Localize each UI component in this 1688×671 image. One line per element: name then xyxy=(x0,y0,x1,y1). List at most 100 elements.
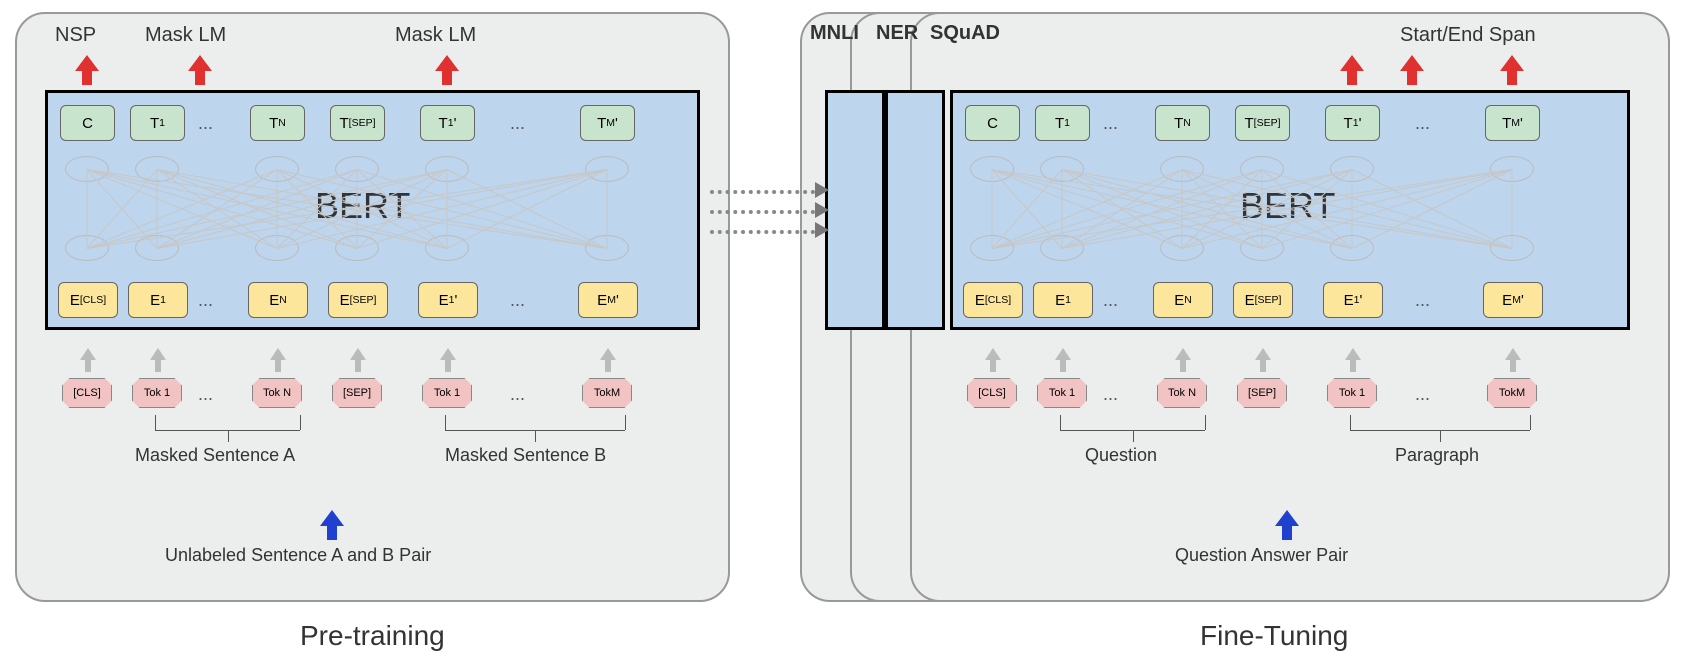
output-token: T[SEP] xyxy=(330,105,385,141)
bracket-line xyxy=(1133,430,1134,442)
network-edge xyxy=(1182,170,1183,249)
input-token: [CLS] xyxy=(967,378,1017,408)
blue-arrow-icon xyxy=(320,510,344,526)
bert-box xyxy=(825,90,885,330)
network-edge xyxy=(357,170,358,249)
red-arrow-icon xyxy=(1500,55,1524,71)
text-label: Unlabeled Sentence A and B Pair xyxy=(165,545,431,566)
output-token: C xyxy=(965,105,1020,141)
text-label: Mask LM xyxy=(395,24,476,47)
bracket-line xyxy=(535,430,536,442)
dotted-connector xyxy=(710,210,815,214)
bracket-line xyxy=(1530,415,1531,430)
embedding-token: E1 xyxy=(1033,282,1093,318)
input-token: [SEP] xyxy=(1237,378,1287,408)
output-token: T1' xyxy=(420,105,475,141)
embedding-token: E[CLS] xyxy=(58,282,118,318)
text-label: Question Answer Pair xyxy=(1175,545,1348,566)
embedding-token: E[SEP] xyxy=(328,282,388,318)
blue-arrow-icon xyxy=(1275,510,1299,526)
embedding-token: E[SEP] xyxy=(1233,282,1293,318)
embedding-token: E1' xyxy=(1323,282,1383,318)
gray-arrow-icon xyxy=(1175,348,1191,360)
dotted-connector xyxy=(710,190,815,194)
input-token: Tok 1 xyxy=(132,378,182,408)
text-label: SQuAD xyxy=(930,22,1000,45)
ellipsis: ... xyxy=(198,384,213,405)
text-label: MNLI xyxy=(810,22,859,45)
text-label: Masked Sentence B xyxy=(445,445,606,466)
embedding-token: EM' xyxy=(1483,282,1543,318)
output-token: TM' xyxy=(1485,105,1540,141)
output-token: T1 xyxy=(1035,105,1090,141)
red-arrow-icon xyxy=(75,55,99,71)
red-arrow-icon xyxy=(188,55,212,71)
gray-arrow-icon xyxy=(80,348,96,360)
output-token: T[SEP] xyxy=(1235,105,1290,141)
gray-arrow-icon xyxy=(150,348,166,360)
text-label: Paragraph xyxy=(1395,445,1479,466)
red-arrow-icon xyxy=(1400,55,1424,71)
ellipsis: ... xyxy=(1103,290,1118,311)
input-token: [CLS] xyxy=(62,378,112,408)
output-token: T1' xyxy=(1325,105,1380,141)
text-label: Start/End Span xyxy=(1400,24,1536,47)
ellipsis: ... xyxy=(1103,384,1118,405)
output-token: TN xyxy=(1155,105,1210,141)
network-edge xyxy=(1512,170,1513,249)
red-arrow-icon xyxy=(1340,55,1364,71)
ellipsis: ... xyxy=(198,113,213,134)
text-label: Pre-training xyxy=(300,620,445,652)
embedding-token: EN xyxy=(248,282,308,318)
embedding-token: EM' xyxy=(578,282,638,318)
network-edge xyxy=(277,170,278,249)
gray-arrow-icon xyxy=(1255,348,1271,360)
bracket-line xyxy=(1060,415,1061,430)
gray-arrow-icon xyxy=(1505,348,1521,360)
text-label: NSP xyxy=(55,24,96,47)
gray-right-arrow-icon xyxy=(815,182,829,198)
ellipsis: ... xyxy=(1415,384,1430,405)
ellipsis: ... xyxy=(510,384,525,405)
gray-arrow-icon xyxy=(350,348,366,360)
gray-arrow-icon xyxy=(1055,348,1071,360)
ellipsis: ... xyxy=(1103,113,1118,134)
ellipsis: ... xyxy=(198,290,213,311)
network-edge xyxy=(607,170,608,249)
bracket-line xyxy=(1440,430,1441,442)
network-edge xyxy=(87,170,88,249)
text-label: Masked Sentence A xyxy=(135,445,295,466)
input-token: TokM xyxy=(582,378,632,408)
text-label: Question xyxy=(1085,445,1157,466)
network-edge xyxy=(447,170,448,249)
embedding-token: E1 xyxy=(128,282,188,318)
ellipsis: ... xyxy=(1415,290,1430,311)
bracket-line xyxy=(1350,415,1351,430)
embedding-token: EN xyxy=(1153,282,1213,318)
gray-arrow-icon xyxy=(1345,348,1361,360)
gray-arrow-icon xyxy=(600,348,616,360)
text-label: Fine-Tuning xyxy=(1200,620,1348,652)
input-token: TokM xyxy=(1487,378,1537,408)
bracket-line xyxy=(1205,415,1206,430)
input-token: Tok N xyxy=(252,378,302,408)
input-token: Tok 1 xyxy=(1327,378,1377,408)
output-token: T1 xyxy=(130,105,185,141)
network-edge xyxy=(992,170,993,249)
bracket-line xyxy=(155,415,156,430)
network-edge xyxy=(1262,170,1263,249)
input-token: Tok 1 xyxy=(1037,378,1087,408)
ellipsis: ... xyxy=(510,113,525,134)
input-token: Tok N xyxy=(1157,378,1207,408)
ellipsis: ... xyxy=(1415,113,1430,134)
dotted-connector xyxy=(710,230,815,234)
embedding-token: E[CLS] xyxy=(963,282,1023,318)
bracket-line xyxy=(300,415,301,430)
bracket-line xyxy=(445,415,446,430)
text-label: Mask LM xyxy=(145,24,226,47)
gray-arrow-icon xyxy=(985,348,1001,360)
input-token: [SEP] xyxy=(332,378,382,408)
text-label: NER xyxy=(876,22,918,45)
bert-box xyxy=(885,90,945,330)
output-token: C xyxy=(60,105,115,141)
